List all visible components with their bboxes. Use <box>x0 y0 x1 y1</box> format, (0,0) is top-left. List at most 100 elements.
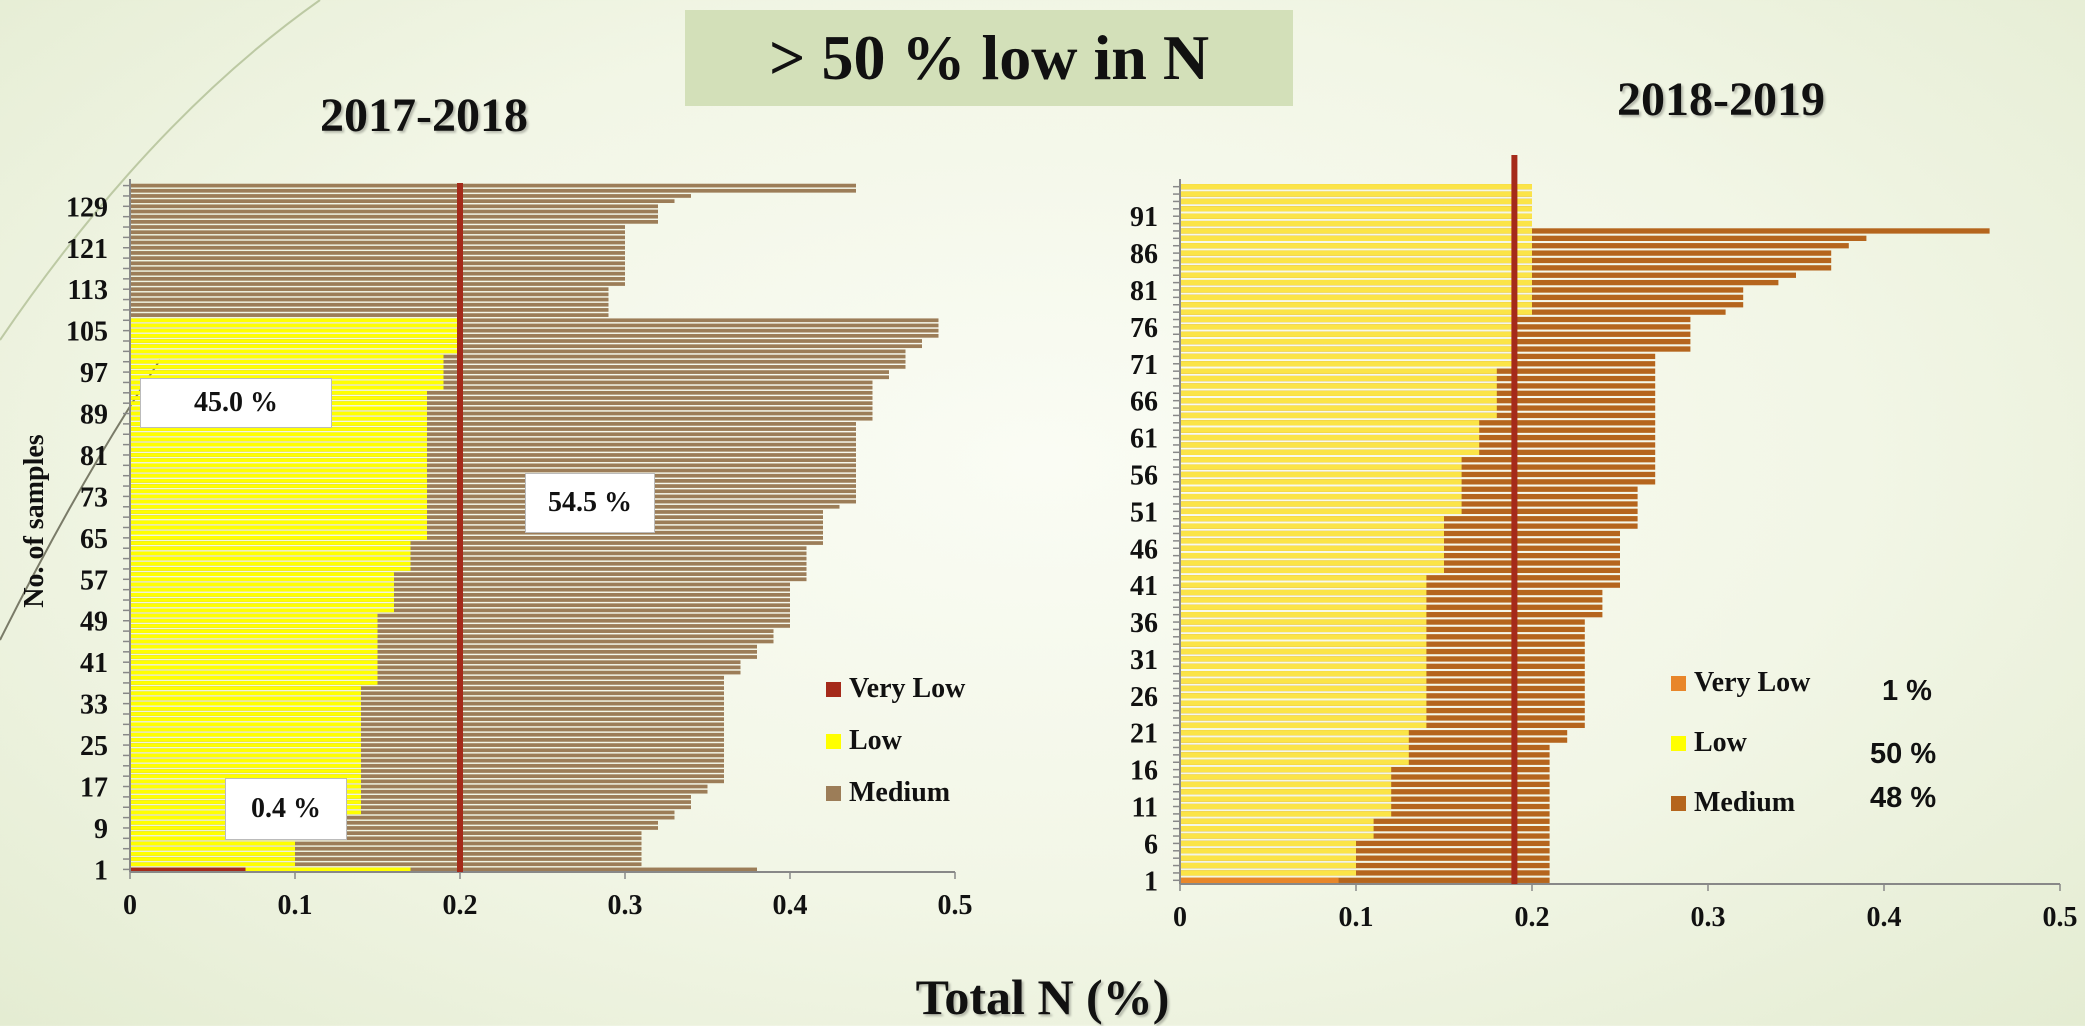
y-tick-label: 21 <box>1130 719 1158 750</box>
bar-medium-118 <box>130 261 625 266</box>
bar-low-41 <box>130 660 378 665</box>
bar-low-38 <box>1180 604 1427 610</box>
bar-low-45 <box>1180 552 1444 559</box>
bar-low-5 <box>130 846 295 851</box>
bar-low-5 <box>1180 848 1356 854</box>
bar-medium-116 <box>130 271 625 276</box>
bar-low-63 <box>1180 420 1480 426</box>
bar-medium-34 <box>130 696 724 701</box>
bar-medium-17 <box>130 784 708 789</box>
bar-low-22 <box>1180 722 1427 729</box>
bar-low-3 <box>1180 862 1356 869</box>
y-tick-label: 97 <box>80 358 108 389</box>
bar-low-74 <box>130 489 427 494</box>
chart-title-2018-2019: 2018-2019 <box>1617 73 1825 126</box>
bar-medium-41 <box>130 660 741 665</box>
bar-medium-45 <box>130 639 774 644</box>
bar-low-25 <box>130 743 361 747</box>
bar-low-35 <box>130 691 361 696</box>
legend-item-medium: Medium <box>826 777 950 809</box>
bar-medium-59 <box>130 567 807 571</box>
bar-low-34 <box>1180 634 1427 640</box>
bar-medium-87 <box>130 422 856 426</box>
bar-medium-119 <box>130 256 625 260</box>
bar-medium-130 <box>130 199 675 203</box>
legend-pct-low: 50 % <box>1870 738 1937 770</box>
bar-low-27 <box>1180 685 1427 692</box>
bar-low-79 <box>1180 302 1532 308</box>
y-tick-label: 89 <box>80 400 108 431</box>
bar-low-37 <box>130 681 378 685</box>
bar-medium-102 <box>130 344 922 349</box>
legend-swatch-very-low-2 <box>1671 675 1686 691</box>
bar-low-8 <box>130 831 295 836</box>
bar-medium-90 <box>130 406 873 411</box>
bar-low-78 <box>130 468 427 473</box>
bar-low-29 <box>1180 671 1427 677</box>
bar-low-85 <box>130 432 427 437</box>
bar-low-29 <box>130 722 361 727</box>
bar-low-101 <box>130 349 460 354</box>
bar-low-63 <box>130 546 411 551</box>
bar-low-64 <box>1180 412 1497 419</box>
bar-medium-81 <box>130 453 856 457</box>
bar-medium-38 <box>130 675 724 680</box>
bar-low-67 <box>1180 390 1497 396</box>
bar-low-18 <box>1180 752 1409 758</box>
bar-low-82 <box>1180 279 1532 286</box>
x-tick-label: 0.5 <box>938 890 973 921</box>
bar-medium-126 <box>130 219 658 224</box>
y-tick-label: 73 <box>80 482 108 513</box>
bar-low-62 <box>130 551 411 556</box>
legend-item-low: Low <box>826 725 902 757</box>
bar-medium-115 <box>130 276 625 281</box>
bar-low-54 <box>1180 486 1462 492</box>
bar-low-89 <box>1180 228 1532 234</box>
bar-medium-6 <box>1180 840 1550 847</box>
bar-low-99 <box>130 359 444 364</box>
bar-medium-3 <box>1180 862 1550 869</box>
bar-low-9 <box>1180 818 1374 824</box>
bar-low-13 <box>1180 789 1392 795</box>
bar-medium-58 <box>130 572 807 576</box>
bar-medium-3 <box>130 857 642 861</box>
bar-medium-5 <box>130 846 642 851</box>
bar-medium-39 <box>130 670 741 675</box>
bar-low-6 <box>1180 840 1356 847</box>
bar-low-47 <box>1180 538 1444 544</box>
bar-low-26 <box>130 738 361 742</box>
bar-low-78 <box>1180 309 1532 315</box>
legend-pct-very-low: 1 % <box>1882 675 1932 707</box>
x-tick-label: 0.3 <box>608 890 643 921</box>
bar-low-16 <box>1180 766 1392 773</box>
bar-medium-97 <box>130 370 889 374</box>
bar-low-64 <box>130 541 411 545</box>
x-axis-label: Total N (%) <box>915 969 1170 1025</box>
bar-low-60 <box>1180 442 1480 448</box>
bar-low-4 <box>1180 855 1356 861</box>
legend-item-low-2: Low <box>1671 727 1747 759</box>
bar-low-83 <box>130 442 427 447</box>
bar-low-44 <box>1180 560 1444 566</box>
legend-item-very-low: Very Low <box>826 673 965 705</box>
bar-medium-129 <box>130 204 658 209</box>
bar-low-55 <box>130 587 394 592</box>
legend-swatch-medium <box>826 785 841 801</box>
bar-low-84 <box>1180 265 1532 271</box>
y-tick-label: 16 <box>1130 756 1158 787</box>
bar-medium-71 <box>130 504 840 509</box>
bar-medium-2 <box>1180 870 1550 876</box>
annotation-medium-text: 54.5 % <box>548 487 632 518</box>
bar-low-20 <box>130 769 361 773</box>
legend-swatch-medium-2 <box>1671 795 1686 811</box>
y-tick-label: 76 <box>1130 313 1158 344</box>
bar-low-81 <box>1180 287 1532 293</box>
bar-low-75 <box>130 484 427 488</box>
y-tick-label: 65 <box>80 524 108 555</box>
y-tick-label: 26 <box>1130 682 1158 713</box>
bar-low-75 <box>1180 331 1515 337</box>
bar-low-60 <box>130 561 411 566</box>
bar-medium-111 <box>130 297 609 302</box>
bar-medium-109 <box>130 308 609 312</box>
bar-low-19 <box>1180 744 1409 751</box>
